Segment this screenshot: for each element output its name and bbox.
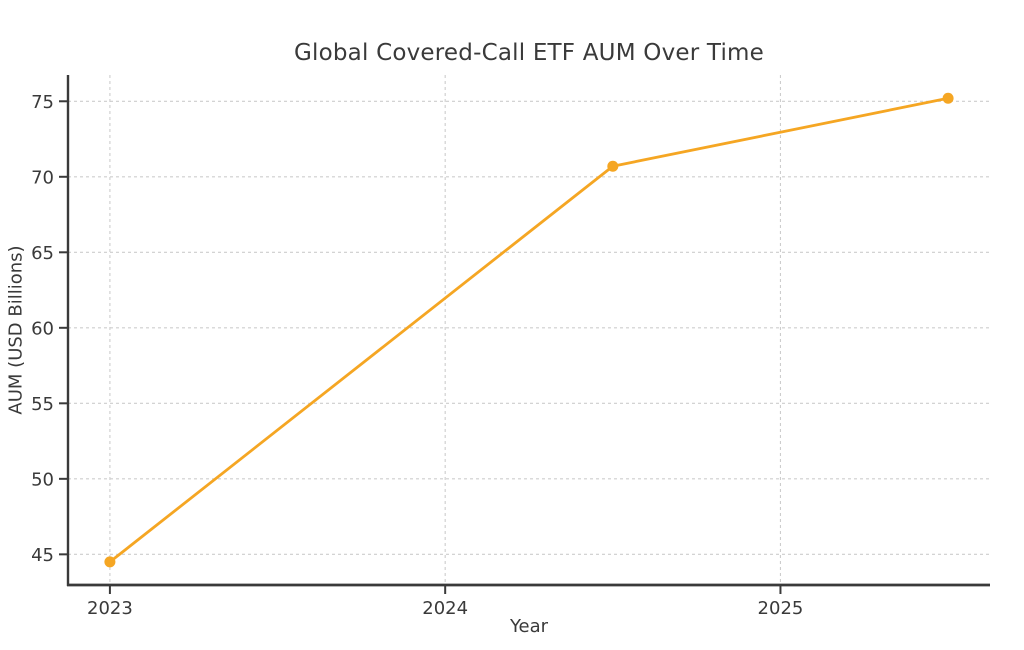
x-tick-label: 2024 <box>422 598 468 619</box>
chart-title: Global Covered-Call ETF AUM Over Time <box>294 40 764 66</box>
y-tick-label: 65 <box>31 243 54 264</box>
data-point-marker <box>607 160 619 172</box>
y-axis-label: AUM (USD Billions) <box>5 245 27 415</box>
x-tick-label: 2023 <box>87 598 133 619</box>
x-axis-label: Year <box>509 616 549 637</box>
y-tick-label: 55 <box>31 394 54 415</box>
data-point-marker <box>104 556 116 568</box>
y-tick-label: 50 <box>31 469 54 490</box>
y-tick-label: 60 <box>31 318 54 339</box>
y-tick-label: 45 <box>31 545 54 566</box>
y-tick-label: 70 <box>31 167 54 188</box>
data-line <box>108 96 950 564</box>
y-tick-label: 75 <box>31 92 54 113</box>
data-point-marker <box>942 92 954 104</box>
x-tick-label: 2025 <box>758 598 804 619</box>
